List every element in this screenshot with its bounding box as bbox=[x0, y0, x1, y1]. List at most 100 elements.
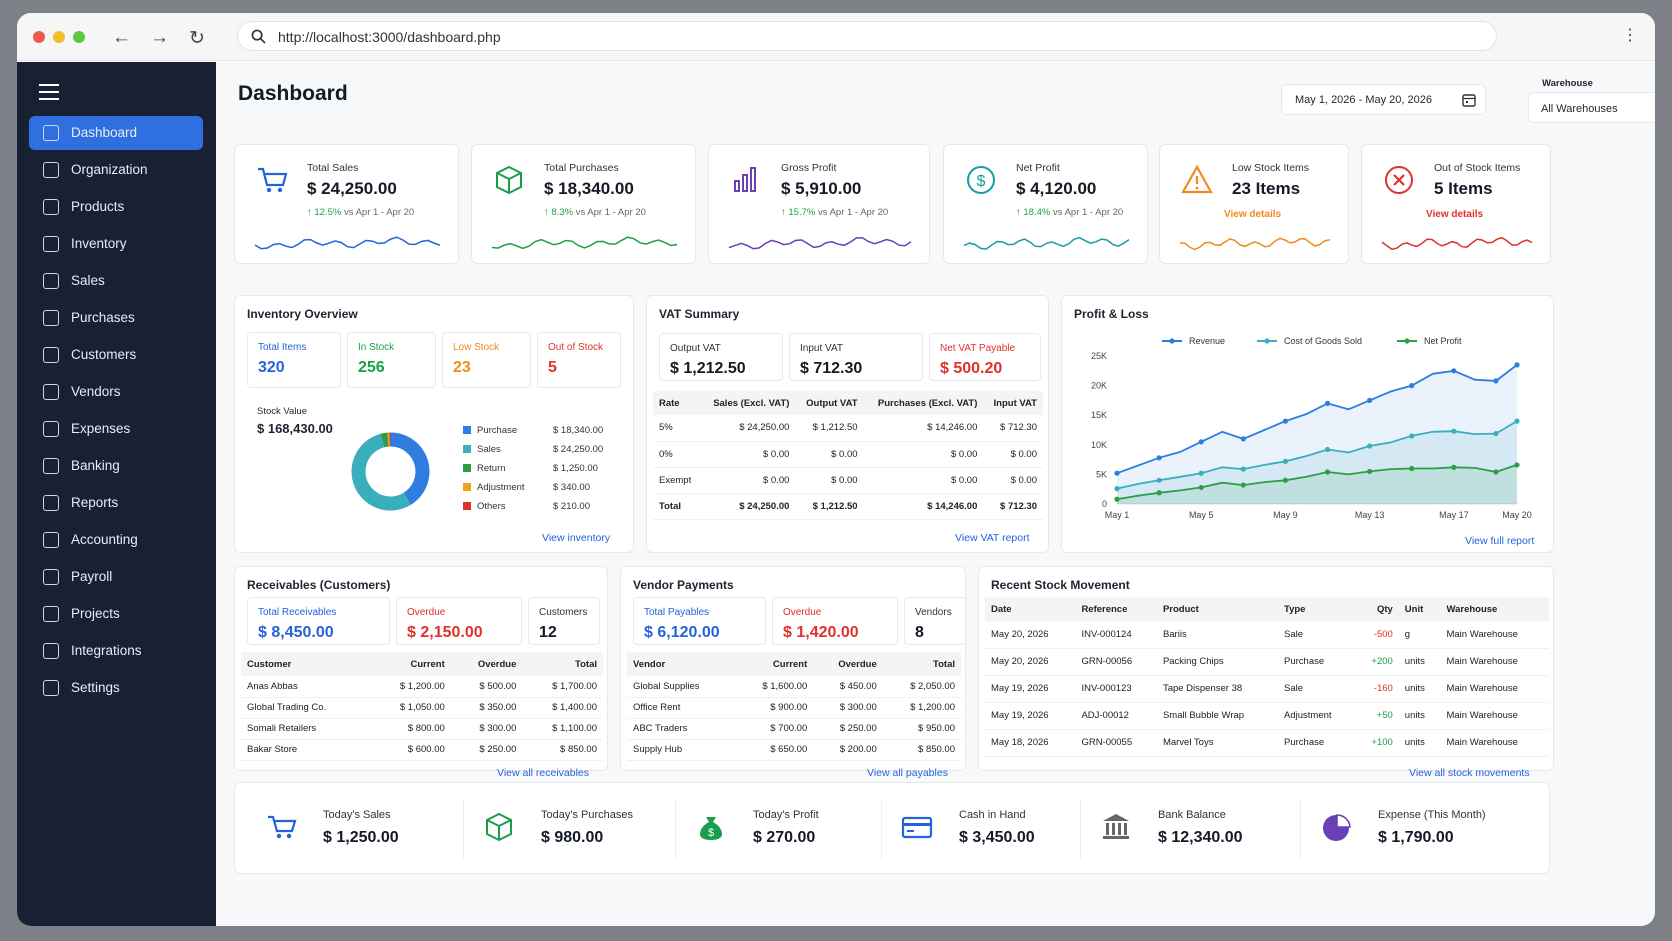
reload-icon[interactable]: ↻ bbox=[189, 28, 205, 49]
data-point[interactable] bbox=[1198, 439, 1204, 445]
data-point[interactable] bbox=[1514, 418, 1520, 424]
data-point[interactable] bbox=[1409, 433, 1415, 439]
summary-item-5[interactable]: Expense (This Month) $ 1,790.00 bbox=[1320, 783, 1530, 875]
kpi-card-total-sales[interactable]: Total Sales $ 24,250.00 ↑ 12.5% vs Apr 1 … bbox=[234, 144, 459, 264]
summary-item-4[interactable]: Bank Balance $ 12,340.00 bbox=[1100, 783, 1310, 875]
data-point[interactable] bbox=[1282, 418, 1289, 424]
table-row[interactable]: Total $ 24,250.00 $ 1,212.50 $ 14,246.00 $ 7… bbox=[653, 493, 1043, 520]
data-point[interactable] bbox=[1451, 464, 1457, 470]
inventory-tile-0[interactable]: Total Items 320 bbox=[247, 332, 341, 388]
sidebar-item-customers[interactable]: Customers bbox=[29, 338, 203, 372]
kpi-card-low-stock-items[interactable]: Low Stock Items 23 Items View details bbox=[1159, 144, 1349, 264]
data-point[interactable] bbox=[1324, 400, 1331, 406]
hamburger-menu-icon[interactable] bbox=[39, 84, 59, 105]
kpi-card-out-of-stock-items[interactable]: Out of Stock Items 5 Items View details bbox=[1361, 144, 1551, 264]
browser-menu-icon[interactable]: ⋮ bbox=[1622, 27, 1638, 44]
view-all-payables-link[interactable]: View all payables bbox=[867, 767, 948, 779]
data-point[interactable] bbox=[1156, 477, 1162, 483]
sidebar-item-payroll[interactable]: Payroll bbox=[29, 560, 203, 594]
kpi-card-net-profit[interactable]: $ Net Profit $ 4,120.00 ↑ 18.4% vs Apr 1 … bbox=[943, 144, 1148, 264]
data-point[interactable] bbox=[1367, 468, 1373, 475]
minimize-window-button[interactable] bbox=[53, 31, 65, 43]
view-vat-report-link[interactable]: View VAT report bbox=[955, 532, 1030, 544]
table-row[interactable]: May 19, 2026 ADJ-00012 Small Bubble Wrap Ad… bbox=[985, 702, 1549, 730]
data-point[interactable] bbox=[1156, 455, 1162, 461]
data-point[interactable] bbox=[1240, 466, 1246, 472]
close-window-button[interactable] bbox=[33, 31, 45, 43]
receivables-tile-2[interactable]: Customers 12 bbox=[528, 597, 600, 645]
sidebar-item-organization[interactable]: Organization bbox=[29, 153, 203, 187]
view-all-receivables-link[interactable]: View all receivables bbox=[497, 767, 590, 779]
summary-item-3[interactable]: Cash in Hand $ 3,450.00 bbox=[901, 783, 1111, 875]
inventory-tile-3[interactable]: Out of Stock 5 bbox=[537, 332, 621, 388]
kpi-card-gross-profit[interactable]: Gross Profit $ 5,910.00 ↑ 15.7% vs Apr 1 … bbox=[708, 144, 930, 264]
data-point[interactable] bbox=[1198, 470, 1204, 476]
receivables-tile-0[interactable]: Total Receivables $ 8,450.00 bbox=[247, 597, 390, 645]
table-row[interactable]: Bakar Store $ 600.00 $ 250.00 $ 850.00 bbox=[241, 739, 603, 761]
payables-tile-2[interactable]: Vendors 8 bbox=[904, 597, 966, 645]
data-point[interactable] bbox=[1409, 465, 1415, 472]
data-point[interactable] bbox=[1493, 430, 1499, 437]
sidebar-item-banking[interactable]: Banking bbox=[29, 449, 203, 483]
table-row[interactable]: 0% $ 0.00 $ 0.00 $ 0.00 $ 0.00 bbox=[653, 441, 1043, 468]
date-range-picker[interactable]: May 1, 2026 - May 20, 2026 bbox=[1281, 84, 1486, 115]
back-icon[interactable]: ← bbox=[112, 27, 131, 48]
sidebar-item-integrations[interactable]: Integrations bbox=[29, 634, 203, 668]
kpi-card-total-purchases[interactable]: Total Purchases $ 18,340.00 ↑ 8.3% vs Apr… bbox=[471, 144, 696, 264]
vat-tile-0[interactable]: Output VAT $ 1,212.50 bbox=[659, 333, 783, 381]
data-point[interactable] bbox=[1240, 436, 1246, 442]
address-bar[interactable]: http://localhost:3000/dashboard.php bbox=[237, 21, 1497, 51]
data-point[interactable] bbox=[1114, 486, 1120, 492]
sidebar-item-settings[interactable]: Settings bbox=[29, 671, 203, 705]
table-row[interactable]: Somali Retailers $ 800.00 $ 300.00 $ 1,100.… bbox=[241, 718, 603, 740]
warehouse-select[interactable]: All Warehouses ⌄ bbox=[1528, 92, 1655, 123]
table-row[interactable]: Anas Abbas $ 1,200.00 $ 500.00 $ 1,700.00 bbox=[241, 676, 603, 698]
sidebar-item-expenses[interactable]: Expenses bbox=[29, 412, 203, 446]
inventory-tile-1[interactable]: In Stock 256 bbox=[347, 332, 436, 388]
data-point[interactable] bbox=[1514, 462, 1520, 468]
table-row[interactable]: May 19, 2026 INV-000123 Tape Dispenser 38 S… bbox=[985, 675, 1549, 703]
view-details-link[interactable]: View details bbox=[1426, 209, 1484, 220]
data-point[interactable] bbox=[1493, 378, 1499, 384]
sidebar-item-vendors[interactable]: Vendors bbox=[29, 375, 203, 409]
data-point[interactable] bbox=[1324, 469, 1331, 475]
forward-icon[interactable]: → bbox=[150, 27, 169, 48]
data-point[interactable] bbox=[1493, 469, 1499, 475]
view-full-report-link[interactable]: View full report bbox=[1465, 535, 1535, 547]
summary-item-0[interactable]: Today's Sales $ 1,250.00 bbox=[265, 783, 475, 875]
table-row[interactable]: Office Rent $ 900.00 $ 300.00 $ 1,200.00 bbox=[627, 697, 961, 719]
table-row[interactable]: ABC Traders $ 700.00 $ 250.00 $ 950.00 bbox=[627, 718, 961, 740]
data-point[interactable] bbox=[1282, 477, 1289, 483]
data-point[interactable] bbox=[1114, 496, 1120, 502]
view-all-stock-link[interactable]: View all stock movements bbox=[1409, 767, 1530, 779]
data-point[interactable] bbox=[1282, 458, 1289, 464]
sidebar-item-purchases[interactable]: Purchases bbox=[29, 301, 203, 335]
table-row[interactable]: Exempt $ 0.00 $ 0.00 $ 0.00 $ 0.00 bbox=[653, 467, 1043, 494]
table-row[interactable]: May 18, 2026 GRN-00055 Marvel Toys Purchase… bbox=[985, 729, 1549, 757]
data-point[interactable] bbox=[1156, 490, 1162, 496]
view-details-link[interactable]: View details bbox=[1224, 209, 1282, 220]
view-inventory-link[interactable]: View inventory bbox=[542, 532, 611, 544]
table-row[interactable]: May 20, 2026 INV-000124 Bariis Sale -500 g Mai… bbox=[985, 621, 1549, 649]
table-row[interactable]: 5% $ 24,250.00 $ 1,212.50 $ 14,246.00 $ 712.… bbox=[653, 415, 1043, 442]
vat-tile-2[interactable]: Net VAT Payable $ 500.20 bbox=[929, 333, 1041, 381]
data-point[interactable] bbox=[1240, 482, 1246, 488]
sidebar-item-accounting[interactable]: Accounting bbox=[29, 523, 203, 557]
inventory-tile-2[interactable]: Low Stock 23 bbox=[442, 332, 531, 388]
table-row[interactable]: Global Trading Co. $ 1,050.00 $ 350.00 $ 1,… bbox=[241, 697, 603, 719]
table-row[interactable]: May 20, 2026 GRN-00056 Packing Chips Purcha… bbox=[985, 648, 1549, 676]
data-point[interactable] bbox=[1409, 383, 1415, 389]
table-row[interactable]: Supply Hub $ 650.00 $ 200.00 $ 850.00 bbox=[627, 739, 961, 761]
data-point[interactable] bbox=[1198, 484, 1204, 491]
summary-item-1[interactable]: Today's Purchases $ 980.00 bbox=[483, 783, 693, 875]
data-point[interactable] bbox=[1451, 368, 1457, 374]
data-point[interactable] bbox=[1324, 446, 1331, 453]
data-point[interactable] bbox=[1367, 443, 1373, 449]
sidebar-item-inventory[interactable]: Inventory bbox=[29, 227, 203, 261]
data-point[interactable] bbox=[1451, 428, 1457, 434]
sidebar-item-reports[interactable]: Reports bbox=[29, 486, 203, 520]
data-point[interactable] bbox=[1514, 362, 1520, 368]
table-row[interactable]: Global Supplies $ 1,600.00 $ 450.00 $ 2,050… bbox=[627, 676, 961, 698]
sidebar-item-dashboard[interactable]: Dashboard bbox=[29, 116, 203, 150]
vat-tile-1[interactable]: Input VAT $ 712.30 bbox=[789, 333, 923, 381]
